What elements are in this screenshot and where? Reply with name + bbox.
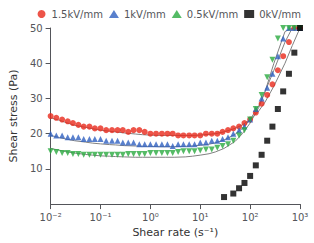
- svg-text:10⁰: 10⁰: [142, 212, 159, 223]
- svg-text:0kV/mm: 0kV/mm: [259, 9, 301, 20]
- svg-text:10³: 10³: [292, 212, 309, 223]
- svg-text:Shear rate (s⁻¹): Shear rate (s⁻¹): [132, 226, 218, 239]
- svg-text:40: 40: [30, 58, 43, 69]
- svg-text:1.5kV/mm: 1.5kV/mm: [52, 9, 103, 20]
- svg-text:10⁻¹: 10⁻¹: [89, 212, 111, 223]
- svg-text:50: 50: [30, 23, 43, 34]
- svg-text:10⁻²: 10⁻²: [40, 212, 62, 223]
- svg-text:10²: 10²: [242, 212, 259, 223]
- svg-text:Shear stress (Pa): Shear stress (Pa): [7, 70, 20, 163]
- svg-text:20: 20: [30, 128, 43, 139]
- svg-text:0.5kV/mm: 0.5kV/mm: [187, 9, 238, 20]
- svg-text:1kV/mm: 1kV/mm: [124, 9, 166, 20]
- svg-text:10¹: 10¹: [192, 212, 209, 223]
- svg-text:30: 30: [30, 93, 43, 104]
- svg-text:10: 10: [30, 163, 43, 174]
